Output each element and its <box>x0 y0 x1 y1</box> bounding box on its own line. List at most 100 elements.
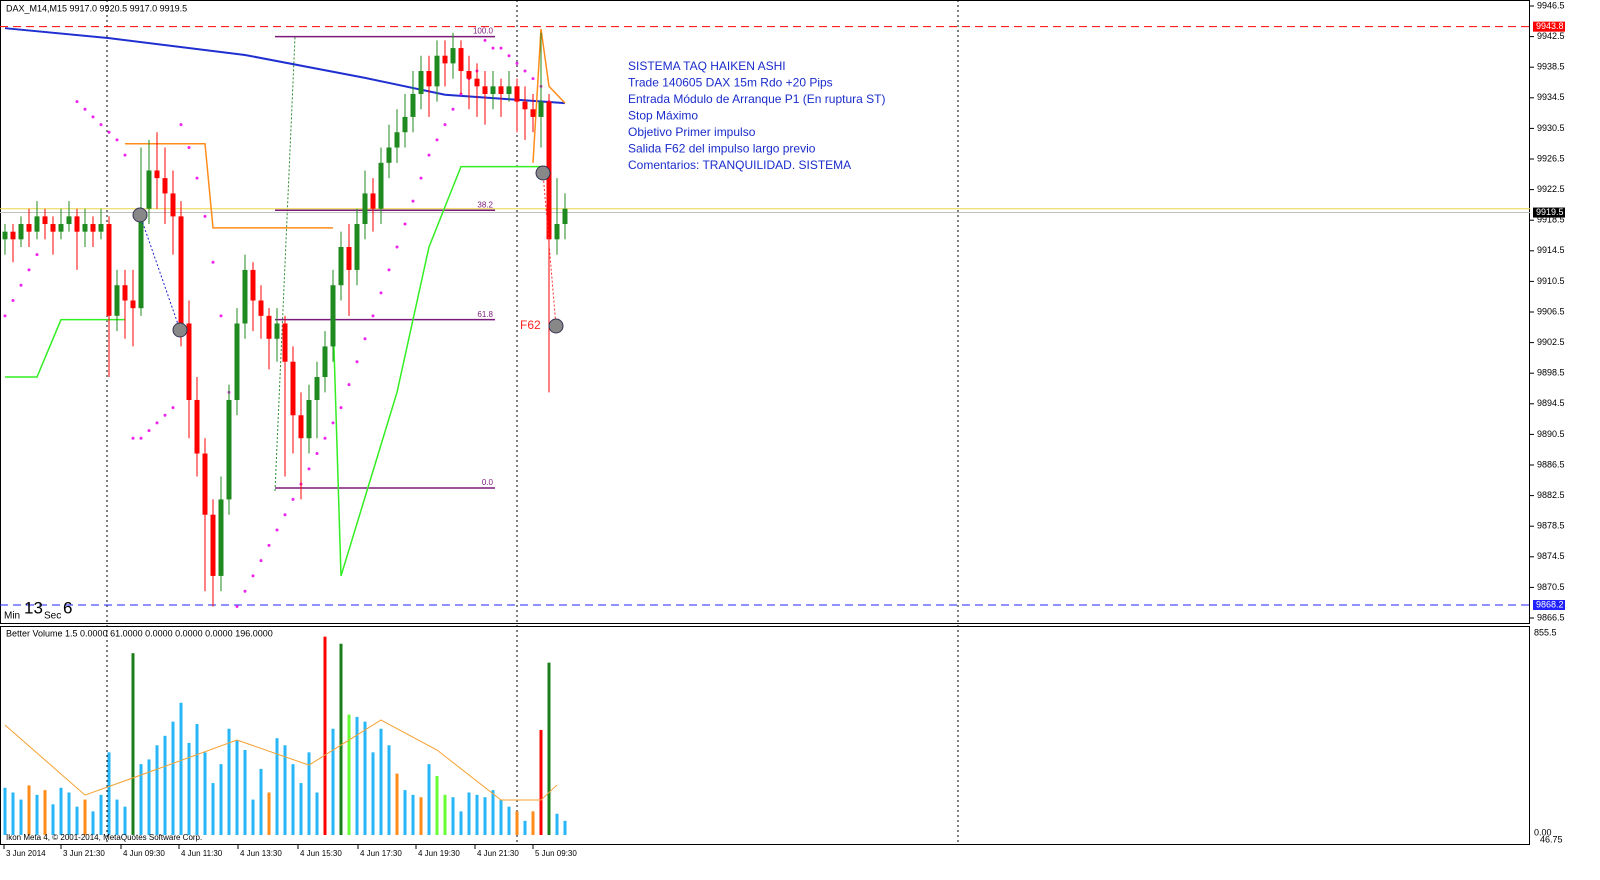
price-tick-label: 9930.5 <box>1537 123 1565 133</box>
candle-body <box>458 48 464 72</box>
price-tick-label: 9926.5 <box>1537 153 1565 163</box>
annotation-line: Comentarios: TRANQUILIDAD. SISTEMA <box>628 158 851 172</box>
sar-dot <box>419 176 423 180</box>
candle-body <box>306 399 312 439</box>
sar-dot <box>91 115 95 119</box>
price-tick-label: 9886.5 <box>1537 459 1565 469</box>
price-tick-label: 9942.5 <box>1537 31 1565 41</box>
candle-body <box>186 323 192 400</box>
sar-dot <box>251 574 255 578</box>
candle-body <box>466 71 472 79</box>
volume-axis-label: 855.5 <box>1534 627 1557 637</box>
volume-bar <box>131 653 135 835</box>
candle-body <box>122 285 128 301</box>
volume-bar <box>203 752 207 835</box>
sar-dot <box>211 260 215 264</box>
volume-bar <box>227 728 231 835</box>
level-label: 9919.5 <box>1536 207 1564 217</box>
sar-dot <box>499 46 503 50</box>
volume-bar <box>507 806 511 835</box>
exit-marker <box>535 165 551 181</box>
sar-dot <box>243 589 247 593</box>
sar-dot <box>203 214 207 218</box>
sar-dot <box>523 69 527 73</box>
candle-body <box>98 224 104 232</box>
volume-bar <box>243 749 247 835</box>
sar-dot <box>155 421 159 425</box>
candle-body <box>266 315 272 339</box>
volume-frame <box>0 626 1530 845</box>
candle-body <box>482 86 488 94</box>
supertrend-line <box>125 28 566 229</box>
sar-dot <box>331 421 335 425</box>
candle-body <box>154 170 160 179</box>
candle-body <box>378 162 384 209</box>
volume-bar <box>83 799 87 835</box>
volume-bar <box>163 735 167 835</box>
volume-bar <box>195 724 199 835</box>
sar-dot <box>355 360 359 364</box>
time-label: 4 Jun 09:30 <box>123 849 165 858</box>
volume-bar <box>107 752 111 835</box>
sar-dot <box>291 497 295 501</box>
candle-body <box>274 323 280 339</box>
sar-dot <box>283 513 287 517</box>
time-label: 5 Jun 09:30 <box>535 849 577 858</box>
candle-body <box>26 224 32 232</box>
annotation-line: Trade 140605 DAX 15m Rdo +20 Pips <box>628 76 833 90</box>
sar-dot <box>451 107 455 111</box>
volume-bar <box>387 745 391 835</box>
annotation-line: SISTEMA TAQ HAIKEN ASHI <box>628 59 786 73</box>
volume-bar <box>275 738 279 835</box>
candle-body <box>218 499 224 576</box>
candle-body <box>370 193 376 209</box>
candle-body <box>562 208 568 225</box>
candle-body <box>394 132 400 148</box>
sar-dot <box>115 138 119 142</box>
timer-value: 13 <box>24 598 43 617</box>
sar-dot <box>267 543 271 547</box>
sar-dot <box>531 77 535 81</box>
volume-bar <box>363 721 367 835</box>
candle-body <box>338 246 344 286</box>
volume-bar <box>267 792 271 835</box>
sar-dot <box>147 429 151 433</box>
volume-bar <box>291 764 295 835</box>
sar-dot <box>491 46 495 50</box>
candle-body <box>10 231 16 240</box>
volume-bar <box>147 759 151 835</box>
candle-body <box>514 86 520 102</box>
candle-body <box>34 216 40 232</box>
candle-body <box>74 216 80 232</box>
timer-label: Sec <box>44 611 61 622</box>
entry-marker <box>172 322 188 338</box>
candle-body <box>178 216 184 324</box>
volume-bar <box>467 792 471 835</box>
volume-axis-label: 46.75 <box>1540 834 1563 844</box>
volume-bar <box>51 804 55 835</box>
exit-link <box>542 172 557 327</box>
candle-body <box>42 216 48 225</box>
volume-bar <box>43 790 47 835</box>
candle-body <box>506 86 512 94</box>
candle-body <box>194 399 200 454</box>
sar-dot <box>427 153 431 157</box>
volume-bar <box>139 764 143 835</box>
copyright: Ikon Meta 4, © 2001-2014, MetaQuotes Sof… <box>6 833 202 842</box>
time-label: 3 Jun 21:30 <box>63 849 105 858</box>
candle-body <box>82 224 88 232</box>
candle-body <box>250 269 256 301</box>
candle-body <box>330 285 336 347</box>
volume-bar <box>323 636 327 835</box>
level-label: 9868.2 <box>1536 599 1564 609</box>
volume-bar <box>235 740 239 835</box>
volume-bar <box>411 794 415 835</box>
sar-dot <box>443 123 447 127</box>
candle-body <box>226 399 232 500</box>
price-tick-label: 9910.5 <box>1537 276 1565 286</box>
sar-dot <box>323 436 327 440</box>
candle-body <box>170 193 176 217</box>
annotation-line: Objetivo Primer impulso <box>628 125 756 139</box>
volume-bar <box>19 799 23 835</box>
